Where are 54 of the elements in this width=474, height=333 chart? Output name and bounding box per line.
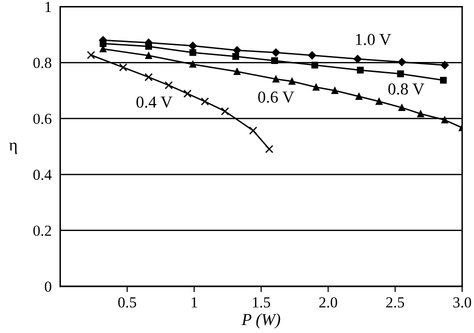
point <box>100 40 106 47</box>
point <box>145 42 152 50</box>
point <box>398 104 406 112</box>
y-tick-label: 0.2 <box>33 226 52 236</box>
y-axis-title: η <box>9 142 17 154</box>
y-tick-label: 0.8 <box>33 58 52 68</box>
point <box>220 107 230 116</box>
point <box>354 54 362 64</box>
point <box>265 144 274 154</box>
series-label: 0.8 V <box>388 83 424 95</box>
x-tick-label: 1 <box>192 297 198 308</box>
y-tick-label: 0 <box>44 282 52 292</box>
point <box>440 61 449 70</box>
point <box>189 49 196 56</box>
series-label: 0.6 V <box>258 91 294 103</box>
point <box>144 73 153 82</box>
point <box>417 110 424 118</box>
point <box>440 76 447 84</box>
y-tick-label: 1 <box>46 2 51 12</box>
point <box>200 97 209 106</box>
y-tick-label: 0.4 <box>33 170 52 180</box>
point <box>272 48 280 57</box>
point <box>312 84 320 91</box>
point <box>232 53 240 60</box>
point <box>398 58 406 66</box>
x-tick-label: 3.0 <box>453 297 472 308</box>
point <box>441 116 448 124</box>
point <box>188 42 197 50</box>
point <box>356 93 362 100</box>
series-label: 0.4 V <box>136 96 172 108</box>
series-label: 1.0 V <box>356 34 392 46</box>
point <box>356 66 364 74</box>
x-tick-label: 2.0 <box>319 297 338 308</box>
x-tick-label: 2.5 <box>386 297 404 308</box>
point <box>249 126 258 135</box>
point <box>234 68 240 75</box>
point <box>183 90 192 98</box>
point <box>119 63 128 72</box>
point <box>272 76 280 83</box>
x-tick-label: 0.5 <box>118 297 136 308</box>
point <box>145 52 152 60</box>
x-axis-title: P (W) <box>242 313 280 329</box>
point <box>271 57 278 64</box>
point <box>308 51 316 60</box>
point <box>86 50 96 60</box>
point <box>288 78 296 85</box>
point <box>376 98 382 105</box>
x-tick-label: 1.5 <box>252 297 270 308</box>
point <box>397 70 404 78</box>
point <box>189 60 196 68</box>
point <box>311 62 318 69</box>
point <box>164 81 173 90</box>
y-tick-label: 0.6 <box>33 114 52 124</box>
point <box>331 87 338 94</box>
